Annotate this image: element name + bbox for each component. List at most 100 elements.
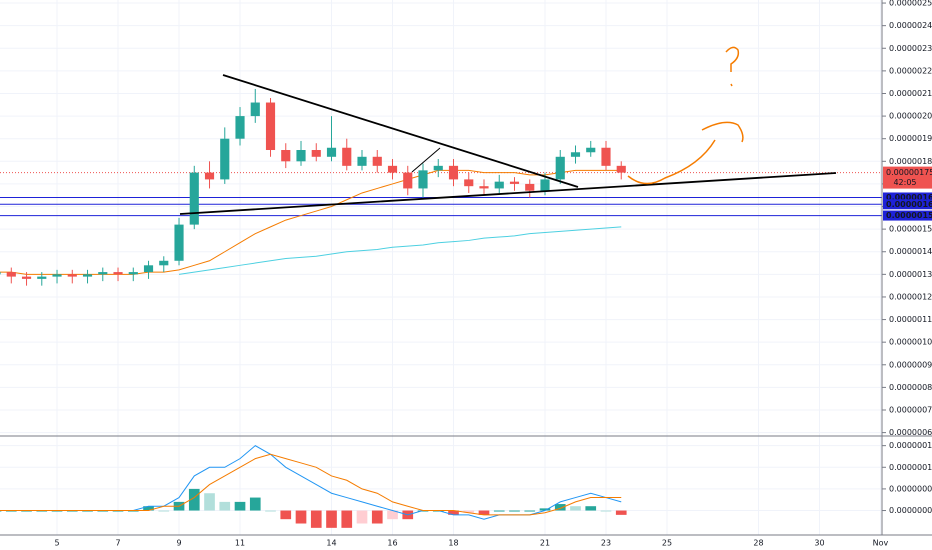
- candle-body: [326, 147, 337, 157]
- candle-body: [189, 172, 199, 225]
- histogram-bar: [204, 493, 215, 511]
- x-tick-label: 25: [662, 539, 672, 548]
- candle-body: [525, 183, 535, 191]
- histogram-bar: [448, 510, 459, 515]
- candle-body: [143, 265, 154, 273]
- y-tick-label: 0.00000015: [889, 441, 932, 450]
- candle-body: [372, 156, 382, 166]
- signal-line: [0, 453, 622, 516]
- histogram-bar: [371, 510, 383, 524]
- last-price-tag: [883, 166, 932, 189]
- macd-pane: [0, 445, 627, 528]
- trendline: [411, 147, 441, 173]
- price-line-tag: [883, 192, 932, 203]
- histogram-bar: [341, 510, 353, 528]
- histogram-bar: [219, 501, 231, 511]
- candle-body: [0, 272, 1, 275]
- axis-background: [882, 0, 932, 550]
- price-pane: [0, 88, 882, 286]
- histogram-bar: [188, 488, 200, 511]
- candle-body: [204, 172, 215, 180]
- candle-body: [342, 147, 352, 166]
- x-tick-label: 28: [753, 539, 763, 548]
- candle-body: [21, 276, 32, 279]
- arrow-sketch: [627, 139, 716, 185]
- candle-body: [464, 179, 474, 187]
- histogram-bar: [570, 506, 581, 511]
- candle-body: [357, 156, 367, 166]
- candle-body: [281, 150, 291, 162]
- question-mark: [725, 46, 740, 87]
- candle-body: [418, 170, 428, 189]
- histogram-bar: [509, 510, 520, 512]
- histogram-bar: [539, 508, 551, 511]
- labels: 579111416182123252830Nov0.000001640.0000…: [54, 166, 932, 548]
- x-tick-label: 7: [115, 539, 120, 548]
- candle-body: [387, 165, 398, 173]
- x-tick-label: 30: [814, 539, 824, 548]
- arrow-sketch: [701, 121, 744, 143]
- histogram-bar: [310, 510, 322, 528]
- candle-body: [555, 156, 565, 180]
- histogram-bar: [295, 510, 307, 524]
- candle-body: [250, 102, 260, 117]
- price-line-label: 0.00000164: [886, 193, 932, 202]
- histogram-bar: [249, 497, 261, 511]
- x-tick-label: 16: [387, 539, 397, 548]
- candle-body: [220, 138, 230, 180]
- candle-body: [479, 186, 489, 189]
- histogram-bar: [463, 510, 475, 513]
- candle-body: [433, 165, 443, 171]
- histogram-bar: [280, 510, 292, 520]
- candle-body: [403, 172, 413, 189]
- histogram-bar: [356, 510, 368, 524]
- histogram-bar: [600, 510, 612, 512]
- x-tick-label: 21: [540, 539, 550, 548]
- candle-body: [67, 274, 77, 277]
- candle-body: [570, 152, 581, 157]
- price-line-label: 0.00000156: [886, 211, 932, 220]
- x-tick-label: 23: [601, 539, 611, 548]
- candle-body: [98, 272, 108, 275]
- candle-body: [159, 260, 169, 266]
- candle-body: [235, 116, 245, 139]
- histogram-bar: [387, 510, 398, 520]
- countdown: 42:05: [893, 178, 916, 187]
- histogram-bar: [265, 510, 276, 512]
- histogram-bar: [554, 504, 566, 511]
- x-tick-label: 5: [54, 539, 59, 548]
- x-tick-label: 14: [326, 539, 336, 548]
- histogram-bar: [585, 506, 597, 511]
- histogram-bar: [615, 510, 627, 515]
- candle-body: [296, 150, 306, 162]
- candle-body: [616, 165, 626, 173]
- price-line-tag: [883, 199, 932, 210]
- candle-body: [82, 274, 93, 277]
- candle-body: [448, 165, 459, 180]
- trendline: [222, 74, 579, 188]
- candle-body: [311, 150, 321, 157]
- candle-body: [128, 272, 138, 275]
- candle-body: [174, 224, 184, 261]
- price-line-tag: [883, 210, 932, 221]
- histogram-bar: [524, 510, 536, 512]
- candle-body: [6, 272, 16, 277]
- candle-body: [586, 147, 596, 153]
